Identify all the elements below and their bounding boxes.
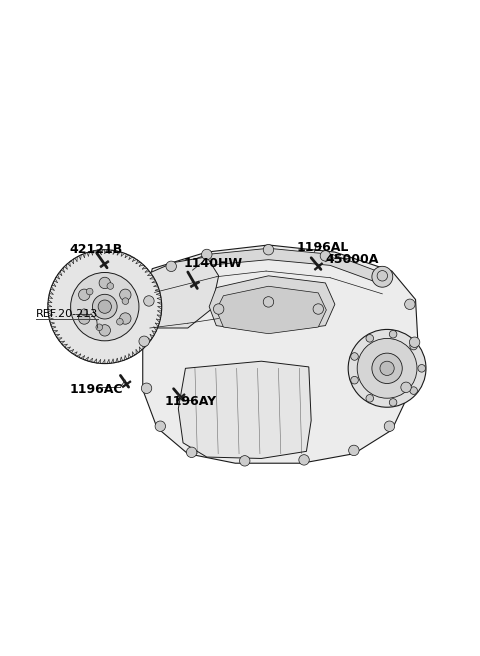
Circle shape: [99, 325, 110, 336]
Circle shape: [79, 313, 90, 324]
Circle shape: [348, 329, 426, 407]
Circle shape: [93, 295, 117, 319]
Circle shape: [155, 421, 166, 432]
Circle shape: [107, 283, 114, 289]
Circle shape: [81, 309, 87, 316]
Circle shape: [405, 299, 415, 310]
Circle shape: [240, 456, 250, 466]
Circle shape: [48, 250, 162, 363]
Circle shape: [117, 318, 123, 325]
Circle shape: [120, 313, 131, 324]
Circle shape: [401, 382, 411, 392]
Circle shape: [384, 421, 395, 432]
Circle shape: [410, 342, 418, 350]
Circle shape: [120, 289, 131, 300]
Polygon shape: [164, 248, 387, 284]
Circle shape: [263, 297, 274, 307]
Circle shape: [71, 272, 139, 341]
Circle shape: [214, 304, 224, 314]
Circle shape: [141, 383, 152, 394]
Text: 1140HW: 1140HW: [183, 257, 242, 270]
Text: 1196AL: 1196AL: [297, 241, 349, 254]
Circle shape: [389, 399, 397, 406]
Circle shape: [348, 445, 359, 456]
Polygon shape: [179, 361, 311, 459]
Text: REF.20-213: REF.20-213: [36, 309, 98, 319]
Circle shape: [263, 245, 274, 255]
Circle shape: [313, 304, 324, 314]
Circle shape: [122, 298, 129, 304]
Circle shape: [299, 455, 309, 465]
Circle shape: [377, 270, 387, 281]
Polygon shape: [216, 286, 326, 334]
Circle shape: [202, 249, 212, 260]
Circle shape: [144, 296, 154, 306]
Circle shape: [86, 288, 93, 295]
Text: 1196AC: 1196AC: [69, 383, 123, 396]
Circle shape: [372, 266, 393, 287]
Text: 42121B: 42121B: [69, 243, 122, 256]
Circle shape: [351, 353, 359, 360]
Circle shape: [351, 377, 359, 384]
Circle shape: [186, 447, 197, 457]
Circle shape: [79, 289, 90, 300]
Text: 1196AY: 1196AY: [164, 395, 216, 408]
Circle shape: [372, 353, 402, 384]
Polygon shape: [144, 257, 219, 328]
Polygon shape: [143, 245, 418, 463]
Circle shape: [410, 387, 418, 394]
Circle shape: [96, 324, 103, 331]
Text: 45000A: 45000A: [325, 253, 379, 266]
Circle shape: [139, 336, 149, 346]
Circle shape: [99, 277, 110, 289]
Circle shape: [166, 261, 177, 272]
Circle shape: [98, 300, 111, 314]
Circle shape: [366, 394, 373, 402]
Circle shape: [409, 337, 420, 348]
Circle shape: [380, 361, 394, 375]
Circle shape: [418, 365, 425, 372]
Circle shape: [366, 335, 373, 342]
Circle shape: [357, 338, 417, 398]
Circle shape: [389, 331, 397, 338]
Polygon shape: [209, 276, 335, 333]
Circle shape: [320, 251, 331, 261]
